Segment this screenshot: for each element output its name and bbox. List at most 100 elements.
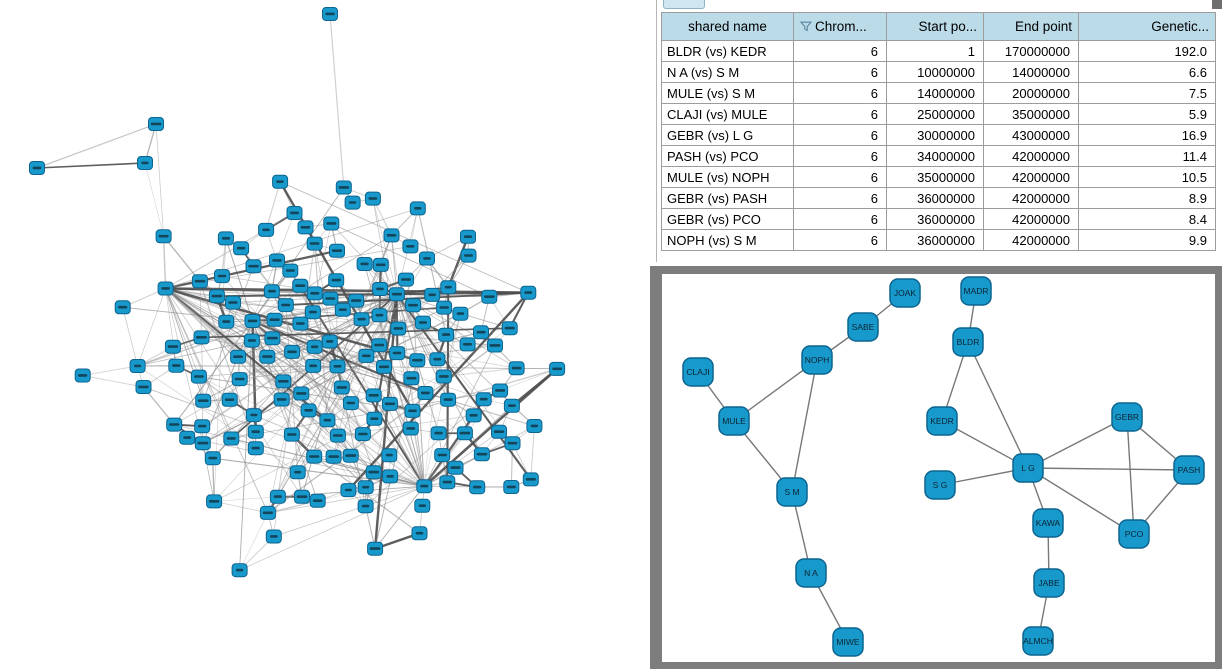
network-edge[interactable] xyxy=(144,162,164,237)
table-cell[interactable]: 42000000 xyxy=(983,187,1079,209)
network-node[interactable] xyxy=(137,156,153,170)
table-cell[interactable]: GEBR (vs) L G xyxy=(661,124,794,146)
network-node[interactable] xyxy=(294,489,310,504)
network-node-ALMCH[interactable]: ALMCH xyxy=(1022,626,1054,656)
table-cell[interactable]: 42000000 xyxy=(983,166,1079,188)
network-node-MIWE[interactable]: MIWE xyxy=(832,627,864,657)
network-node[interactable] xyxy=(501,321,518,336)
table-cell[interactable]: 10.5 xyxy=(1078,166,1216,188)
network-node[interactable] xyxy=(357,499,374,514)
network-edge[interactable] xyxy=(165,287,331,300)
network-node[interactable] xyxy=(208,289,225,304)
table-row[interactable]: GEBR (vs) L G 6 30000000 43000000 16.9 xyxy=(661,124,1216,146)
network-edge[interactable] xyxy=(510,443,514,488)
network-edge[interactable] xyxy=(202,313,461,444)
table-cell[interactable]: 25000000 xyxy=(886,103,984,125)
table-cell[interactable]: 9.9 xyxy=(1078,229,1216,251)
network-edge[interactable] xyxy=(424,485,512,488)
network-edge-GEBR-PCO[interactable] xyxy=(1126,416,1135,535)
network-node[interactable] xyxy=(416,479,433,494)
network-node[interactable] xyxy=(29,161,45,175)
network-edge[interactable] xyxy=(36,123,157,169)
network-edge[interactable] xyxy=(163,235,201,282)
network-edge[interactable] xyxy=(216,295,375,473)
network-edge[interactable] xyxy=(378,294,398,346)
network-node[interactable] xyxy=(354,427,371,442)
network-node[interactable] xyxy=(469,480,486,495)
network-node[interactable] xyxy=(259,505,276,520)
table-row[interactable]: PASH (vs) PCO 6 34000000 42000000 11.4 xyxy=(661,145,1216,167)
network-node[interactable] xyxy=(329,428,346,443)
network-node[interactable] xyxy=(344,195,361,210)
network-edge[interactable] xyxy=(374,486,425,549)
table-row[interactable]: NOPH (vs) S M 6 36000000 42000000 9.9 xyxy=(661,229,1216,251)
table-cell[interactable]: 192.0 xyxy=(1078,40,1216,62)
network-node[interactable] xyxy=(520,285,537,300)
network-node[interactable] xyxy=(409,353,426,368)
network-node[interactable] xyxy=(430,426,447,441)
network-node[interactable] xyxy=(74,368,91,383)
network-edge[interactable] xyxy=(299,285,426,487)
network-node[interactable] xyxy=(371,338,388,353)
network-node-JOAK[interactable]: JOAK xyxy=(889,278,921,308)
network-edge[interactable] xyxy=(267,366,338,514)
network-edge[interactable] xyxy=(424,431,500,487)
network-node[interactable] xyxy=(340,483,357,498)
network-edge[interactable] xyxy=(337,365,535,427)
network-node-NA[interactable]: N A xyxy=(795,558,827,588)
network-edge[interactable] xyxy=(365,399,484,507)
network-edge[interactable] xyxy=(281,366,338,400)
network-node[interactable] xyxy=(193,330,210,345)
network-node[interactable] xyxy=(148,117,164,131)
network-edge-NOPH-SM[interactable] xyxy=(791,359,818,493)
network-edge[interactable] xyxy=(443,367,517,378)
network-node[interactable] xyxy=(321,334,338,349)
table-cell[interactable]: NOPH (vs) S M xyxy=(661,229,794,251)
network-node[interactable] xyxy=(204,451,221,466)
network-node[interactable] xyxy=(306,236,323,251)
network-node[interactable] xyxy=(342,448,359,463)
network-edge[interactable] xyxy=(267,485,425,514)
network-edge[interactable] xyxy=(281,399,339,436)
network-node[interactable] xyxy=(306,339,323,354)
network-edge[interactable] xyxy=(36,162,146,169)
network-edge[interactable] xyxy=(372,198,398,295)
network-node[interactable] xyxy=(245,408,262,423)
network-node[interactable] xyxy=(217,231,234,246)
network-node[interactable] xyxy=(382,469,399,484)
network-node[interactable] xyxy=(372,257,389,272)
table-cell[interactable]: 36000000 xyxy=(886,187,984,209)
network-node[interactable] xyxy=(292,278,309,293)
network-node-GEBR[interactable]: GEBR xyxy=(1111,402,1143,432)
network-node[interactable] xyxy=(439,475,456,490)
table-cell[interactable]: 36000000 xyxy=(886,229,984,251)
network-node-BLDR[interactable]: BLDR xyxy=(952,327,984,357)
network-edge[interactable] xyxy=(214,501,268,514)
network-node-MADR[interactable]: MADR xyxy=(960,276,992,306)
table-cell[interactable]: GEBR (vs) PASH xyxy=(661,187,794,209)
network-node[interactable] xyxy=(364,191,381,206)
network-edge[interactable] xyxy=(226,321,338,367)
network-node[interactable] xyxy=(358,348,375,363)
network-node-PASH[interactable]: PASH xyxy=(1173,455,1205,485)
network-edge[interactable] xyxy=(267,500,318,514)
table-cell[interactable]: 14000000 xyxy=(983,61,1079,83)
table-cell[interactable]: 6 xyxy=(793,61,887,83)
table-cell[interactable]: 6 xyxy=(793,229,887,251)
network-edge[interactable] xyxy=(412,368,558,412)
table-cell[interactable]: 30000000 xyxy=(886,124,984,146)
table-row[interactable]: N A (vs) S M 6 10000000 14000000 6.6 xyxy=(661,61,1216,83)
network-edge[interactable] xyxy=(237,293,398,358)
table-cell[interactable]: 43000000 xyxy=(983,124,1079,146)
network-node[interactable] xyxy=(264,331,281,346)
table-cell[interactable]: 7.5 xyxy=(1078,82,1216,104)
network-node[interactable] xyxy=(333,380,350,395)
network-node[interactable] xyxy=(429,352,446,367)
network-node-MULE[interactable]: MULE xyxy=(718,406,750,436)
column-header-start-po[interactable]: Start po... xyxy=(886,12,984,41)
table-row[interactable]: BLDR (vs) KEDR 6 1 170000000 192.0 xyxy=(661,40,1216,62)
network-node[interactable] xyxy=(411,526,428,541)
network-node[interactable] xyxy=(473,325,489,340)
network-node[interactable] xyxy=(272,174,289,189)
network-node[interactable] xyxy=(491,424,507,439)
